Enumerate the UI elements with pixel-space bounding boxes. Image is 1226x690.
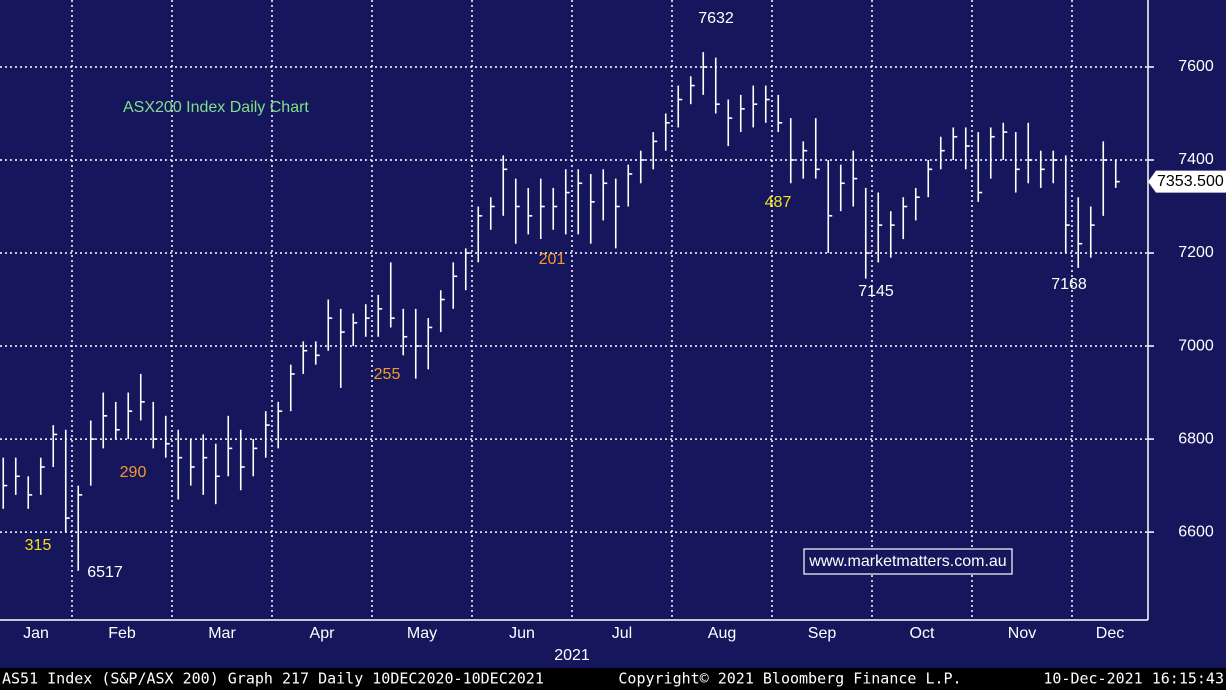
bars — [2, 52, 1120, 571]
footer-center: Copyright© 2021 Bloomberg Finance L.P. — [618, 670, 961, 688]
annotation: 290 — [120, 464, 147, 481]
last-price-tag — [1148, 170, 1226, 193]
x-tick-label: Jun — [509, 625, 535, 642]
y-tick-label: 6800 — [1178, 430, 1214, 447]
x-tick-label: Oct — [910, 625, 935, 642]
y-tick-label: 7200 — [1178, 244, 1214, 261]
x-tick-label: Nov — [1008, 625, 1036, 642]
chart-title: ASX200 Index Daily Chart — [123, 99, 309, 116]
last-price-label: 7353.500 — [1157, 173, 1224, 190]
x-tick-label: Apr — [310, 625, 336, 642]
x-tick-label: Sep — [808, 625, 837, 642]
x-tick-label: Dec — [1096, 625, 1124, 642]
annotation: 487 — [765, 194, 792, 211]
x-tick-label: Jan — [23, 625, 49, 642]
annotation: 201 — [539, 251, 566, 268]
website-box — [803, 548, 1013, 575]
annotation: 7632 — [698, 10, 734, 27]
annotation: 6517 — [87, 564, 123, 581]
annotation: 7145 — [858, 283, 894, 300]
x-tick-label: May — [407, 625, 437, 642]
y-tick-label: 7000 — [1178, 337, 1214, 354]
website: www.marketmatters.com.au — [808, 553, 1006, 570]
x-tick-label: Feb — [108, 625, 136, 642]
x-tick-label: Jul — [612, 625, 632, 642]
y-tick-label: 6600 — [1178, 523, 1214, 540]
footer-bar — [0, 668, 1226, 690]
y-tick-label: 7600 — [1178, 58, 1214, 75]
y-tick-label: 7400 — [1178, 151, 1214, 168]
background — [0, 0, 1226, 668]
footer-right: 10-Dec-2021 16:15:43 — [1043, 670, 1224, 688]
footer-left: AS51 Index (S&P/ASX 200) Graph 217 Daily… — [2, 670, 544, 688]
labels: 6600 6800 7000 7200 7400 7600 Jan Feb Mar Apr May J… — [23, 10, 1226, 642]
annotation: 255 — [374, 366, 401, 383]
annotation: 315 — [25, 537, 52, 554]
annotation: 7168 — [1051, 276, 1087, 293]
x-tick-label: Mar — [208, 625, 236, 642]
x-tick-label: Aug — [708, 625, 736, 642]
year-label: 2021 — [554, 647, 590, 664]
